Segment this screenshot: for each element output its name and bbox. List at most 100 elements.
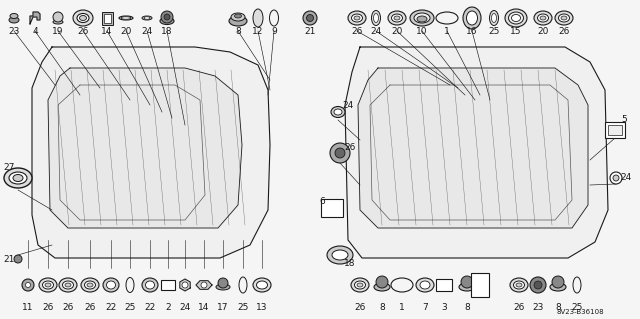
- Ellipse shape: [334, 109, 342, 115]
- Text: 20: 20: [538, 26, 548, 35]
- Text: 27: 27: [3, 164, 15, 173]
- Text: 8: 8: [235, 26, 241, 35]
- Circle shape: [461, 276, 473, 288]
- Ellipse shape: [357, 283, 363, 287]
- Bar: [605, 122, 625, 138]
- Ellipse shape: [351, 278, 369, 292]
- Text: 26: 26: [42, 302, 54, 311]
- Polygon shape: [358, 68, 588, 228]
- Ellipse shape: [463, 7, 481, 29]
- Ellipse shape: [145, 281, 154, 289]
- Polygon shape: [30, 12, 40, 24]
- Text: 23: 23: [8, 26, 20, 35]
- Text: 26: 26: [558, 26, 570, 35]
- Ellipse shape: [351, 14, 362, 22]
- Bar: [161, 280, 175, 290]
- Text: 21: 21: [3, 255, 15, 263]
- Ellipse shape: [538, 14, 548, 22]
- Text: 20: 20: [391, 26, 403, 35]
- Text: 26: 26: [62, 302, 74, 311]
- Text: 26: 26: [344, 143, 356, 152]
- Ellipse shape: [9, 17, 19, 23]
- Circle shape: [53, 12, 63, 22]
- Circle shape: [14, 255, 22, 263]
- Circle shape: [376, 276, 388, 288]
- Ellipse shape: [229, 16, 247, 26]
- Text: 26: 26: [351, 26, 363, 35]
- Ellipse shape: [142, 278, 158, 292]
- Ellipse shape: [332, 250, 348, 260]
- Circle shape: [201, 282, 207, 288]
- Ellipse shape: [509, 12, 524, 24]
- Text: 26: 26: [77, 26, 89, 35]
- Text: 8V23-B36108: 8V23-B36108: [556, 309, 604, 315]
- Ellipse shape: [253, 9, 263, 27]
- Text: 1: 1: [399, 302, 405, 311]
- Text: 2: 2: [165, 302, 171, 311]
- Ellipse shape: [355, 281, 365, 289]
- Circle shape: [164, 14, 170, 20]
- Bar: [321, 199, 343, 217]
- Polygon shape: [196, 281, 212, 289]
- Text: 18: 18: [344, 259, 356, 269]
- Ellipse shape: [331, 107, 345, 117]
- Text: 3: 3: [441, 302, 447, 311]
- Ellipse shape: [84, 281, 95, 289]
- Ellipse shape: [42, 281, 54, 289]
- Text: 26: 26: [84, 302, 96, 311]
- Circle shape: [335, 148, 345, 158]
- Text: 15: 15: [510, 26, 522, 35]
- Circle shape: [534, 281, 542, 289]
- Ellipse shape: [416, 278, 434, 292]
- Text: 24: 24: [141, 26, 152, 35]
- Ellipse shape: [559, 14, 570, 22]
- Ellipse shape: [417, 16, 427, 22]
- Ellipse shape: [53, 20, 63, 24]
- Text: 19: 19: [52, 26, 64, 35]
- Ellipse shape: [45, 283, 51, 287]
- Ellipse shape: [513, 281, 525, 289]
- Circle shape: [161, 11, 173, 23]
- Ellipse shape: [410, 10, 434, 26]
- Ellipse shape: [59, 278, 77, 292]
- Ellipse shape: [63, 281, 74, 289]
- Ellipse shape: [354, 16, 360, 20]
- Circle shape: [303, 11, 317, 25]
- Ellipse shape: [555, 11, 573, 25]
- Polygon shape: [180, 279, 190, 291]
- Ellipse shape: [414, 13, 430, 23]
- Text: 10: 10: [416, 26, 428, 35]
- Circle shape: [307, 14, 314, 21]
- Circle shape: [26, 283, 31, 287]
- Text: 26: 26: [513, 302, 525, 311]
- Text: 18: 18: [161, 26, 173, 35]
- Text: 24: 24: [620, 174, 632, 182]
- Text: 9: 9: [271, 26, 277, 35]
- Ellipse shape: [561, 16, 567, 20]
- Ellipse shape: [103, 278, 119, 292]
- Ellipse shape: [4, 168, 32, 188]
- Ellipse shape: [257, 281, 268, 289]
- Text: 6: 6: [319, 197, 325, 206]
- Circle shape: [530, 277, 546, 293]
- Ellipse shape: [73, 10, 93, 26]
- Bar: [608, 125, 622, 135]
- Ellipse shape: [144, 17, 150, 19]
- Polygon shape: [345, 47, 608, 258]
- Ellipse shape: [234, 14, 241, 18]
- Text: 16: 16: [467, 26, 477, 35]
- Text: 12: 12: [252, 26, 264, 35]
- Text: 23: 23: [532, 302, 544, 311]
- Circle shape: [22, 279, 34, 291]
- Text: 4: 4: [32, 26, 38, 35]
- Text: 14: 14: [101, 26, 113, 35]
- Circle shape: [613, 175, 619, 181]
- Text: 14: 14: [198, 302, 210, 311]
- Ellipse shape: [374, 13, 378, 23]
- Ellipse shape: [13, 174, 23, 182]
- Text: 7: 7: [422, 302, 428, 311]
- Ellipse shape: [231, 13, 245, 21]
- Text: 8: 8: [555, 302, 561, 311]
- Ellipse shape: [142, 16, 152, 20]
- Circle shape: [182, 282, 188, 288]
